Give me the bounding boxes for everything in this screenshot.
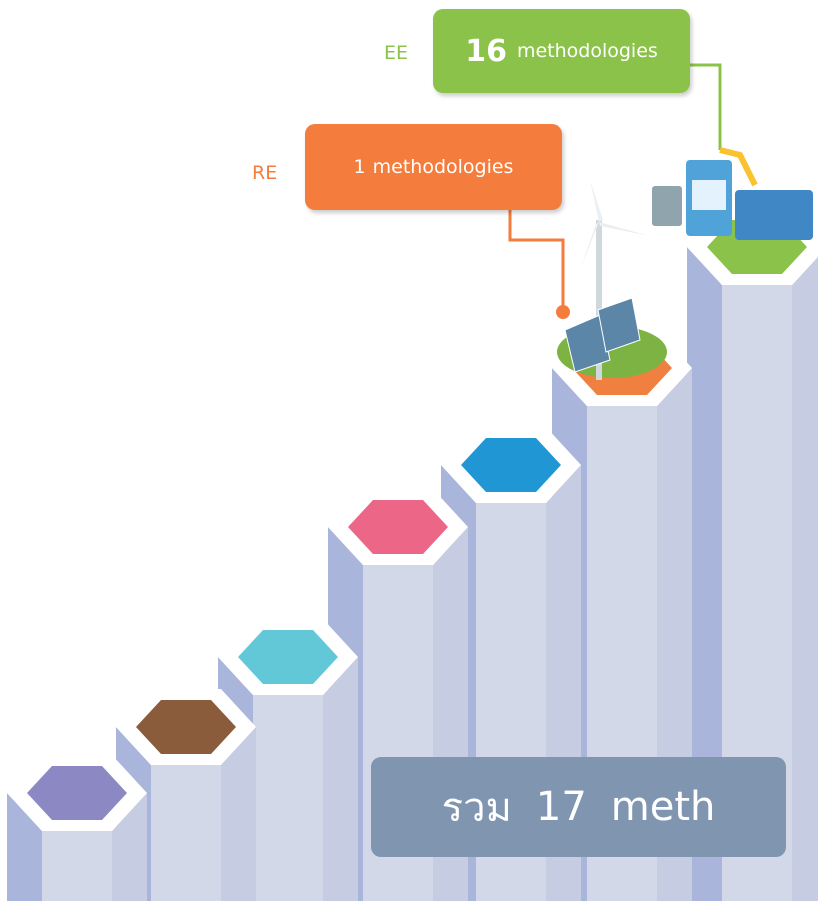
total-unit: meth: [611, 784, 716, 830]
re-label: RE: [252, 162, 277, 184]
pillar-front: [151, 765, 221, 901]
re-unit: methodologies: [373, 156, 514, 178]
turbine-blade: [590, 180, 603, 222]
re-count: 1: [354, 156, 366, 178]
re-connector: [510, 210, 563, 312]
machine: [652, 186, 682, 226]
infographic: EE 16 methodologies RE 1 methodologies ร…: [0, 0, 818, 901]
re-box: 1 methodologies: [305, 124, 562, 210]
turbine-blade: [599, 222, 650, 236]
ee-box: 16 methodologies: [433, 9, 690, 93]
machine: [735, 190, 813, 240]
ee-count: 16: [465, 34, 507, 69]
total-box: รวม 17 meth: [371, 757, 786, 857]
ee-connector: [690, 65, 720, 150]
pillar-right: [792, 247, 818, 901]
total-prefix: รวม: [442, 775, 512, 839]
ee-label: EE: [384, 42, 408, 64]
re-dot: [556, 305, 570, 319]
machine-panel: [692, 180, 726, 210]
pillar-front: [253, 695, 323, 901]
pillar-right: [323, 657, 358, 901]
total-count: 17: [536, 784, 587, 830]
ee-unit: methodologies: [517, 40, 658, 62]
pillar-front: [42, 831, 112, 901]
